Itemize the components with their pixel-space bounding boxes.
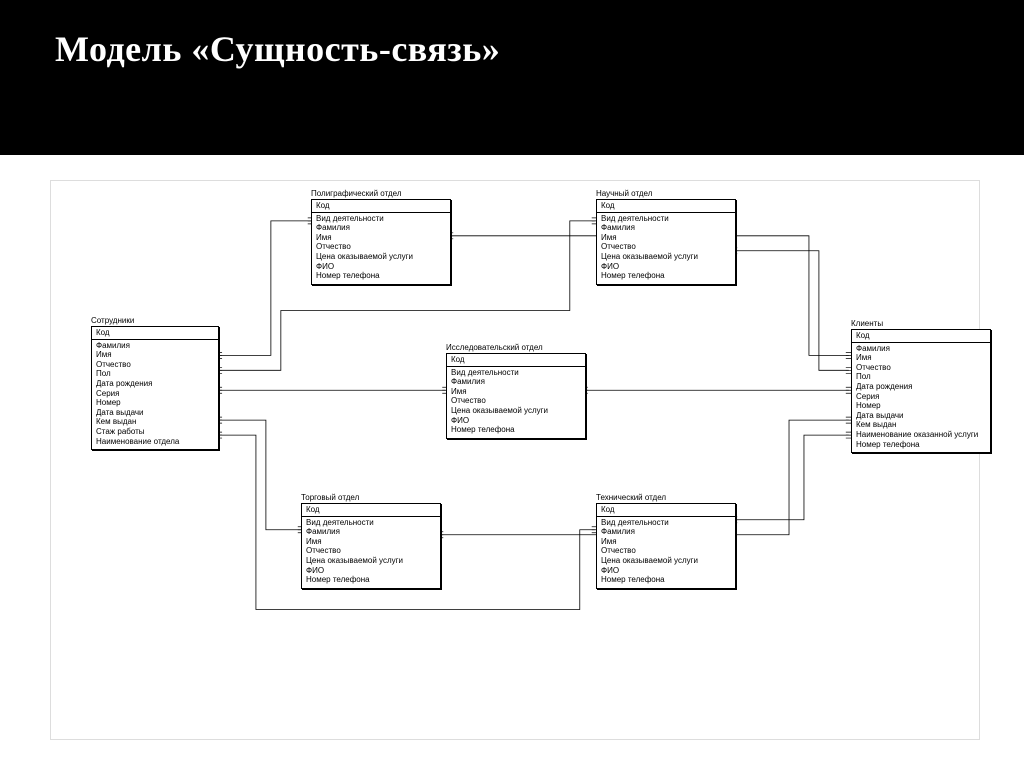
entity-attr: Фамилия bbox=[601, 223, 731, 233]
entity-attr: Кем выдан bbox=[856, 420, 986, 430]
entity-attr: Отчество bbox=[451, 396, 581, 406]
entity-attr: Цена оказываемой услуги bbox=[601, 252, 731, 262]
entity-attr: Серия bbox=[856, 392, 986, 402]
entity-attr: Отчество bbox=[856, 363, 986, 373]
entity-poly-dept: КодВид деятельностиФамилияИмяОтчествоЦен… bbox=[311, 199, 451, 285]
entity-attrs: ФамилияИмяОтчествоПолДата рожденияСерияН… bbox=[92, 340, 218, 450]
entity-attr: Фамилия bbox=[601, 527, 731, 537]
entity-trade-dept: КодВид деятельностиФамилияИмяОтчествоЦен… bbox=[301, 503, 441, 589]
entity-research-dept: КодВид деятельностиФамилияИмяОтчествоЦен… bbox=[446, 353, 586, 439]
entity-key: Код bbox=[92, 327, 218, 340]
entity-key: Код bbox=[852, 330, 990, 343]
edge-tech-dept-clients bbox=[734, 435, 849, 520]
entity-attrs: Вид деятельностиФамилияИмяОтчествоЦена о… bbox=[597, 517, 735, 588]
entity-attr: Номер телефона bbox=[601, 575, 731, 585]
entity-attr: Фамилия bbox=[306, 527, 436, 537]
entity-attr: Цена оказываемой услуги bbox=[316, 252, 446, 262]
entity-attr: Номер телефона bbox=[451, 425, 581, 435]
entity-title-employees: Сотрудники bbox=[91, 316, 134, 325]
entity-attr: Фамилия bbox=[96, 341, 214, 351]
entity-attr: Вид деятельности bbox=[316, 214, 446, 224]
entity-attr: Отчество bbox=[306, 546, 436, 556]
entity-attr: Дата рождения bbox=[96, 379, 214, 389]
entity-attr: Имя bbox=[601, 537, 731, 547]
entity-attrs: ФамилияИмяОтчествоПолДата рожденияСерияН… bbox=[852, 343, 990, 453]
entity-attr: Имя bbox=[601, 233, 731, 243]
entity-attr: Дата рождения bbox=[856, 382, 986, 392]
entity-attr: Фамилия bbox=[451, 377, 581, 387]
entity-attr: Номер bbox=[96, 398, 214, 408]
entity-attr: Вид деятельности bbox=[601, 518, 731, 528]
entity-attr: Вид деятельности bbox=[306, 518, 436, 528]
entity-attr: Номер телефона bbox=[316, 271, 446, 281]
entity-attr: Имя bbox=[306, 537, 436, 547]
entity-attr: Отчество bbox=[601, 242, 731, 252]
entity-attr: Дата выдачи bbox=[96, 408, 214, 418]
entity-attr: Отчество bbox=[601, 546, 731, 556]
entity-title-sci-dept: Научный отдел bbox=[596, 189, 652, 198]
entity-key: Код bbox=[597, 200, 735, 213]
entity-title-clients: Клиенты bbox=[851, 319, 883, 328]
entity-attr: Отчество bbox=[316, 242, 446, 252]
entity-attrs: Вид деятельностиФамилияИмяОтчествоЦена о… bbox=[312, 213, 450, 284]
entity-attr: Цена оказываемой услуги bbox=[306, 556, 436, 566]
entity-attrs: Вид деятельностиФамилияИмяОтчествоЦена о… bbox=[302, 517, 440, 588]
entity-attr: ФИО bbox=[451, 416, 581, 426]
er-diagram-canvas: СотрудникиКодФамилияИмяОтчествоПолДата р… bbox=[50, 180, 980, 740]
entity-employees: КодФамилияИмяОтчествоПолДата рожденияСер… bbox=[91, 326, 219, 450]
entity-attr: Имя bbox=[856, 353, 986, 363]
relationship-lines bbox=[51, 181, 979, 739]
entity-key: Код bbox=[447, 354, 585, 367]
entity-key: Код bbox=[302, 504, 440, 517]
entity-title-trade-dept: Торговый отдел bbox=[301, 493, 359, 502]
edge-employees-poly-dept bbox=[219, 221, 311, 356]
entity-attr: Пол bbox=[96, 369, 214, 379]
entity-attr: Вид деятельности bbox=[451, 368, 581, 378]
entity-tech-dept: КодВид деятельностиФамилияИмяОтчествоЦен… bbox=[596, 503, 736, 589]
entity-attrs: Вид деятельностиФамилияИмяОтчествоЦена о… bbox=[597, 213, 735, 284]
entity-attr: Номер телефона bbox=[856, 440, 986, 450]
entity-attr: Имя bbox=[451, 387, 581, 397]
entity-key: Код bbox=[597, 504, 735, 517]
entity-attr: Номер телефона bbox=[601, 271, 731, 281]
entity-attr: Номер телефона bbox=[306, 575, 436, 585]
edge-sci-dept-clients bbox=[734, 251, 849, 371]
entity-attr: Кем выдан bbox=[96, 417, 214, 427]
entity-attr: Цена оказываемой услуги bbox=[601, 556, 731, 566]
entity-attr: Наименование отдела bbox=[96, 437, 214, 447]
entity-attr: Серия bbox=[96, 389, 214, 399]
entity-attr: ФИО bbox=[306, 566, 436, 576]
entity-attr: Фамилия bbox=[856, 344, 986, 354]
slide-title-band: Модель «Сущность-связь» bbox=[0, 0, 1024, 155]
entity-attrs: Вид деятельностиФамилияИмяОтчествоЦена о… bbox=[447, 367, 585, 438]
entity-title-research-dept: Исследовательский отдел bbox=[446, 343, 543, 352]
entity-attr: Дата выдачи bbox=[856, 411, 986, 421]
entity-attr: Фамилия bbox=[316, 223, 446, 233]
slide-title: Модель «Сущность-связь» bbox=[55, 28, 500, 70]
entity-sci-dept: КодВид деятельностиФамилияИмяОтчествоЦен… bbox=[596, 199, 736, 285]
entity-attr: Цена оказываемой услуги bbox=[451, 406, 581, 416]
entity-attr: Имя bbox=[96, 350, 214, 360]
entity-attr: Наименование оказанной услуги bbox=[856, 430, 986, 440]
entity-clients: КодФамилияИмяОтчествоПолДата рожденияСер… bbox=[851, 329, 991, 453]
entity-attr: ФИО bbox=[601, 262, 731, 272]
entity-attr: Стаж работы bbox=[96, 427, 214, 437]
entity-attr: Вид деятельности bbox=[601, 214, 731, 224]
edge-employees-trade-dept bbox=[219, 420, 301, 530]
entity-attr: Отчество bbox=[96, 360, 214, 370]
entity-attr: ФИО bbox=[601, 566, 731, 576]
entity-attr: Имя bbox=[316, 233, 446, 243]
entity-attr: Номер bbox=[856, 401, 986, 411]
entity-attr: ФИО bbox=[316, 262, 446, 272]
entity-attr: Пол bbox=[856, 372, 986, 382]
entity-title-poly-dept: Полиграфический отдел bbox=[311, 189, 402, 198]
entity-title-tech-dept: Технический отдел bbox=[596, 493, 666, 502]
entity-key: Код bbox=[312, 200, 450, 213]
